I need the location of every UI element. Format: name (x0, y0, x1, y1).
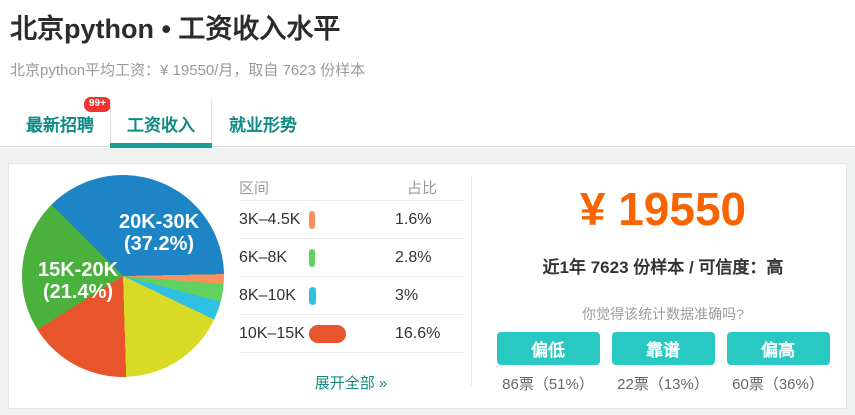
range-percent: 1.6% (395, 211, 432, 228)
range-percent: 2.8% (395, 249, 432, 266)
tab-latest-jobs[interactable]: 最新招聘 99+ (10, 95, 113, 147)
range-label: 3K–4.5K (239, 211, 301, 228)
pie-label-percent: (37.2%) (123, 233, 195, 255)
vertical-divider (471, 176, 472, 386)
tab-salary-income-label: 工资收入 (127, 115, 195, 135)
pie-label-percent: (21.4%) (42, 281, 114, 303)
column-header-range: 区间 (239, 180, 270, 197)
page-subtitle: 北京python平均工资：¥ 19550/月，取自 7623 份样本 (10, 62, 366, 79)
content-area: 20K-30K (37.2%) 15K-20K (21.4%) 区间 占比 3K… (0, 148, 855, 415)
tab-salary-income[interactable]: 工资收入 (110, 99, 212, 148)
salary-distribution-table: 区间 占比 3K–4.5K 1.6% 6K–8K 2.8% 8K–10K 3% (239, 177, 463, 393)
vote-button-row: 偏低 靠谱 偏高 (479, 332, 847, 365)
sample-credibility-line: 近1年 7623 份样本 / 可信度：高 (542, 258, 784, 277)
pie-chart[interactable]: 20K-30K (37.2%) 15K-20K (21.4%) (22, 175, 224, 377)
range-percent: 16.6% (395, 325, 441, 342)
table-row: 3K–4.5K 1.6% (239, 201, 463, 239)
pie-label-range: 20K-30K (118, 211, 200, 233)
accuracy-question: 你觉得该统计数据准确吗? (582, 306, 744, 322)
vote-reliable-button[interactable]: 靠谱 (611, 332, 715, 365)
vote-too-low-result: 86票（51%） (502, 376, 594, 393)
range-bar (309, 248, 315, 267)
expand-all-link[interactable]: 展开全部 » (314, 375, 388, 392)
vote-too-high-result: 60票（36%） (732, 376, 824, 393)
vote-reliable-result: 22票（13%） (617, 376, 709, 393)
vote-too-high-button[interactable]: 偏高 (726, 332, 830, 365)
salary-card: 20K-30K (37.2%) 15K-20K (21.4%) 区间 占比 3K… (8, 163, 847, 409)
range-bar (309, 324, 346, 343)
average-salary-amount: ¥ 19550 (579, 183, 747, 235)
range-percent: 3% (395, 287, 419, 304)
pie-slice-label-15k-20k: 15K-20K (21.4%) (38, 259, 118, 303)
column-header-percent: 占比 (407, 180, 438, 197)
range-label: 8K–10K (239, 287, 296, 304)
new-jobs-count-badge: 99+ (82, 95, 113, 114)
table-row: 6K–8K 2.8% (239, 239, 463, 277)
range-label: 6K–8K (239, 249, 288, 266)
table-row: 10K–15K 16.6% (239, 315, 463, 353)
range-bar (309, 210, 315, 229)
vote-too-low-button[interactable]: 偏低 (496, 332, 600, 365)
tab-bar: 最新招聘 99+ 工资收入 就业形势 (0, 95, 855, 148)
tab-employment-trend-label: 就业形势 (229, 115, 297, 135)
salary-summary-panel: ¥ 19550 近1年 7623 份样本 / 可信度：高 你觉得该统计数据准确吗… (479, 164, 847, 394)
pie-slice-label-20k-30k: 20K-30K (37.2%) (119, 211, 199, 255)
tab-latest-jobs-label: 最新招聘 (26, 115, 94, 135)
vote-result-row: 86票（51%） 22票（13%） 60票（36%） (479, 373, 847, 394)
page-title: 北京python • 工资收入水平 (10, 14, 341, 44)
range-bar (309, 286, 316, 305)
table-header-row: 区间 占比 (239, 177, 463, 201)
table-row: 8K–10K 3% (239, 277, 463, 315)
tab-employment-trend[interactable]: 就业形势 (212, 99, 314, 147)
range-label: 10K–15K (239, 325, 305, 342)
pie-label-range: 15K-20K (37, 259, 119, 281)
